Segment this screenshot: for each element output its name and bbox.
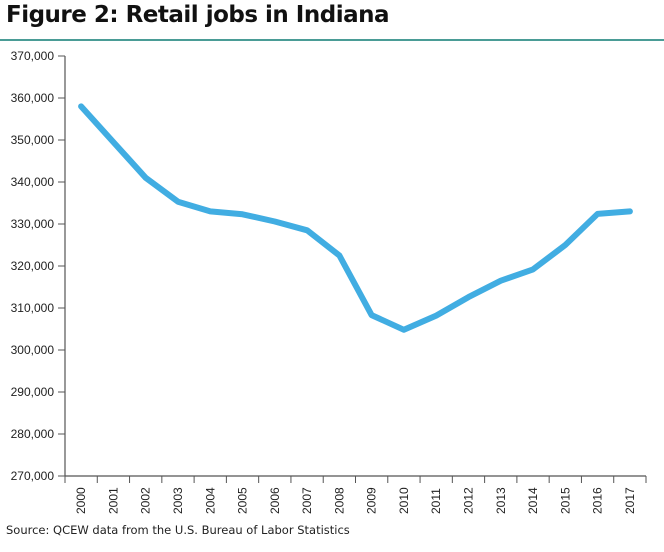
x-tick-label: 2016 [591, 487, 605, 514]
chart-title: Figure 2: Retail jobs in Indiana [6, 2, 390, 28]
x-tick-label: 2009 [365, 487, 379, 514]
axes [64, 56, 646, 477]
x-tick-label: 2008 [332, 487, 346, 514]
x-tick-label: 2003 [171, 487, 185, 514]
x-axis-ticks: 2000 2001 2002 2003 2004 2005 2006 2007 2008 2009… [64, 476, 647, 514]
x-tick-label: 2015 [558, 487, 572, 514]
source-note: Source: QCEW data from the U.S. Bureau o… [6, 523, 350, 537]
series-group [78, 103, 633, 333]
x-tick-label: 2012 [461, 487, 475, 514]
x-tick-label: 2017 [623, 487, 637, 514]
x-tick-label: 2007 [300, 487, 314, 514]
y-axis-ticks: 270,000 280,000 290,000 300,000 310,000 320,0… [11, 49, 65, 483]
x-tick-label: 2013 [494, 487, 508, 514]
y-tick-label: 290,000 [11, 385, 55, 399]
y-tick-label: 280,000 [11, 427, 55, 441]
x-tick-label: 2001 [106, 487, 120, 514]
x-tick-label: 2004 [203, 487, 217, 514]
x-tick-label: 2002 [139, 487, 153, 514]
y-tick-label: 340,000 [11, 175, 55, 189]
y-tick-label: 300,000 [11, 343, 55, 357]
y-tick-label: 350,000 [11, 133, 55, 147]
y-tick-label: 320,000 [11, 259, 55, 273]
y-tick-label: 360,000 [11, 91, 55, 105]
x-tick-label: 2010 [397, 487, 411, 514]
y-tick-label: 270,000 [11, 469, 55, 483]
x-tick-label: 2011 [429, 488, 443, 514]
title-rule [0, 39, 664, 41]
y-tick-label: 370,000 [11, 49, 55, 63]
x-tick-label: 2014 [526, 487, 540, 514]
y-tick-label: 330,000 [11, 217, 55, 231]
y-tick-label: 310,000 [11, 301, 55, 315]
series-line [78, 103, 633, 333]
x-tick-label: 2006 [268, 487, 282, 514]
x-tick-label: 2005 [236, 487, 250, 514]
x-tick-label: 2000 [74, 487, 88, 514]
